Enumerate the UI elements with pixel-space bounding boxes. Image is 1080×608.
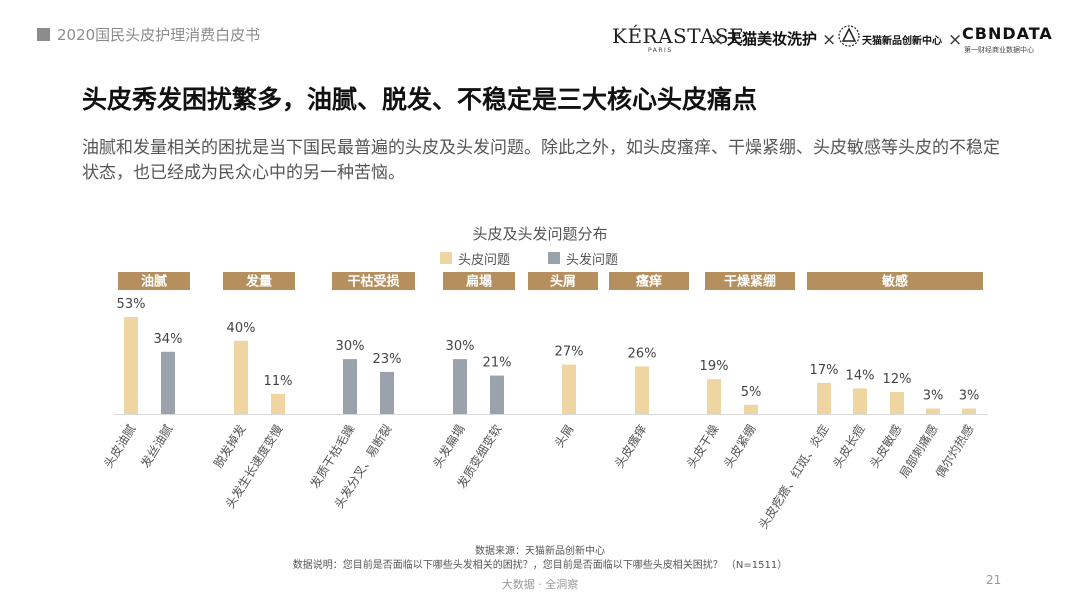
group-banner bbox=[443, 272, 515, 290]
bar-scalp bbox=[707, 379, 721, 414]
group-label: 瘙痒 bbox=[635, 274, 662, 290]
legend-swatch-scalp bbox=[440, 252, 452, 264]
tmall-innovation-logo: 天猫新品创新中心 bbox=[862, 36, 942, 47]
category-label: 头皮瘙痒 bbox=[611, 422, 649, 471]
separator-icon: × bbox=[822, 30, 837, 50]
bar-scalp bbox=[926, 408, 940, 414]
data-label: 11% bbox=[264, 374, 293, 389]
group-banner bbox=[609, 272, 689, 290]
group-label: 扁塌 bbox=[466, 274, 492, 290]
group-label: 头屑 bbox=[550, 274, 576, 290]
data-label: 27% bbox=[555, 345, 584, 360]
group-label: 油腻 bbox=[141, 274, 167, 290]
data-label: 30% bbox=[336, 339, 365, 354]
group-label: 干燥紧绷 bbox=[724, 274, 776, 290]
data-label: 40% bbox=[227, 321, 256, 336]
separator-icon: × bbox=[710, 30, 725, 50]
group-banner bbox=[332, 272, 415, 290]
partner-logos: KÉRASTASE PARIS × 天猫美妆洗护 × 天猫新品创新中心 × CB… bbox=[612, 22, 1052, 58]
group-banner bbox=[223, 272, 295, 290]
bar-hair bbox=[453, 359, 467, 414]
page-number: 21 bbox=[986, 573, 1002, 587]
tmall-beauty-logo: 天猫美妆洗护 bbox=[727, 30, 818, 48]
footer-brand: 大数据 · 全洞察 bbox=[501, 578, 579, 591]
bar-hair bbox=[490, 375, 504, 414]
legend-swatch-hair bbox=[548, 252, 560, 264]
category-label: 头皮油腻 bbox=[101, 422, 138, 470]
data-label: 3% bbox=[923, 389, 944, 404]
data-label: 5% bbox=[741, 385, 762, 400]
data-label: 14% bbox=[846, 368, 875, 383]
group-banner bbox=[705, 272, 795, 290]
bar-hair bbox=[161, 351, 175, 414]
group-banner bbox=[807, 272, 983, 290]
innovation-triangle-icon bbox=[838, 25, 860, 47]
separator-icon: × bbox=[948, 30, 963, 50]
kerastase-logo-sub: PARIS bbox=[648, 47, 673, 54]
group-label: 发量 bbox=[245, 274, 272, 290]
category-label: 头皮疙瘩、红斑、炎症 bbox=[755, 422, 831, 532]
legend-label-hair: 头发问题 bbox=[566, 253, 619, 268]
data-label: 23% bbox=[373, 352, 402, 367]
bar-scalp bbox=[635, 366, 649, 414]
data-source: 数据来源：天猫新品创新中心 bbox=[475, 546, 605, 557]
bar-scalp bbox=[124, 317, 138, 414]
cbndata-logo-sub: 第一财经商业数据中心 bbox=[964, 46, 1034, 54]
category-label: 头屑 bbox=[552, 422, 577, 450]
category-label: 头皮敏感 bbox=[866, 422, 904, 471]
legend-label-scalp: 头皮问题 bbox=[458, 253, 511, 268]
header-square-icon bbox=[37, 28, 50, 41]
group-label: 干枯受损 bbox=[347, 274, 399, 290]
data-label: 34% bbox=[154, 332, 183, 347]
category-label: 发丝油腻 bbox=[137, 422, 175, 471]
cbndata-logo: CBNDATA bbox=[962, 24, 1053, 43]
data-label: 3% bbox=[959, 389, 980, 404]
data-label: 19% bbox=[700, 359, 729, 374]
category-label: 头皮干燥 bbox=[684, 422, 721, 470]
category-label: 头皮长痘 bbox=[829, 422, 867, 471]
category-label: 头发扁塌 bbox=[429, 422, 467, 471]
group-label: 敏感 bbox=[881, 274, 908, 290]
category-label: 脱发掉发 bbox=[210, 422, 248, 471]
report-title: 2020国民头皮护理消费白皮书 bbox=[57, 26, 261, 44]
kerastase-logo: KÉRASTASE bbox=[612, 24, 745, 48]
bar-scalp bbox=[271, 393, 285, 414]
data-label: 26% bbox=[628, 346, 657, 361]
slide-title: 头皮秀发困扰繁多，油腻、脱发、不稳定是三大核心头皮痛点 bbox=[82, 85, 758, 114]
chart-title: 头皮及头发问题分布 bbox=[472, 225, 608, 243]
bar-hair bbox=[343, 359, 357, 414]
category-label: 头皮紧绷 bbox=[720, 422, 758, 471]
bar-scalp bbox=[234, 340, 248, 414]
bar-hair bbox=[380, 371, 394, 414]
bar-scalp bbox=[890, 392, 904, 414]
group-banner bbox=[118, 272, 190, 290]
data-note: 数据说明：您目前是否面临以下哪些头发相关的困扰？，您目前是否面临以下哪些头皮相关… bbox=[292, 560, 788, 571]
bar-scalp bbox=[744, 404, 758, 414]
data-label: 53% bbox=[117, 297, 146, 312]
bar-scalp bbox=[962, 408, 976, 414]
bar-scalp bbox=[853, 388, 867, 414]
bar-scalp bbox=[817, 382, 831, 414]
data-label: 21% bbox=[483, 356, 512, 371]
data-label: 30% bbox=[446, 339, 475, 354]
bar-scalp bbox=[562, 364, 576, 414]
group-banner bbox=[528, 272, 598, 290]
slide-description: 油腻和发量相关的困扰是当下国民最普遍的头皮及头发问题。除此之外，如头皮瘙痒、干燥… bbox=[82, 138, 1000, 183]
data-label: 17% bbox=[810, 363, 839, 378]
data-label: 12% bbox=[883, 372, 912, 387]
